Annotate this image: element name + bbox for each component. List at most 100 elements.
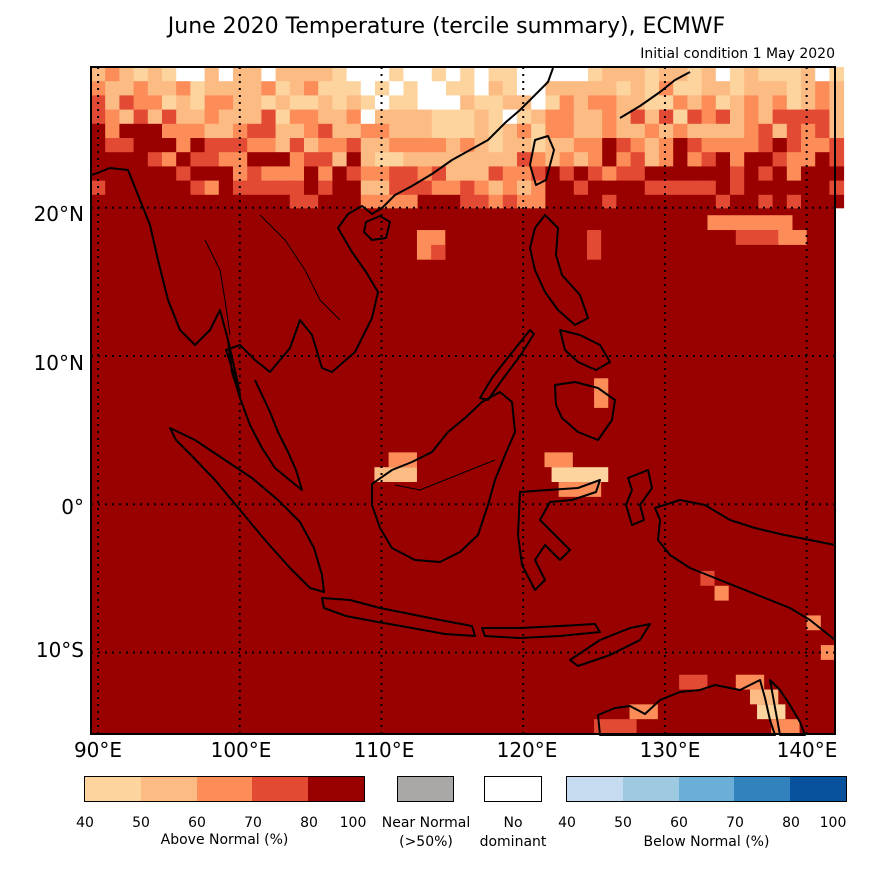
- grid-cell: [346, 109, 362, 125]
- grid-cell: [644, 166, 660, 182]
- grid-cell: [771, 719, 800, 734]
- grid-cell: [446, 180, 461, 196]
- grid-cell: [474, 152, 490, 167]
- grid-cell: [261, 152, 277, 167]
- grid-cell: [247, 81, 262, 96]
- grid-cell: [701, 123, 717, 139]
- grid-cell: [176, 152, 191, 167]
- grid-cell: [679, 674, 708, 690]
- grid-cell: [431, 244, 446, 260]
- grid-cell: [190, 180, 206, 196]
- grid-cell: [275, 138, 291, 153]
- grid-cell: [673, 152, 688, 167]
- grid-cell: [105, 95, 120, 111]
- grid-cell: [162, 123, 177, 139]
- grid-cell: [332, 180, 348, 196]
- grid-cell: [801, 81, 816, 96]
- grid-cell: [630, 194, 646, 209]
- grid-cell: [730, 194, 745, 209]
- grid-cell: [588, 180, 603, 196]
- grid-cell: [616, 123, 632, 139]
- grid-cell: [460, 95, 475, 111]
- grid-cell: [488, 152, 504, 167]
- grid-cell: [431, 152, 447, 167]
- grid-cell: [531, 123, 546, 139]
- grid-cell: [673, 194, 688, 209]
- grid-cell: [105, 109, 120, 125]
- grid-cell: [318, 95, 333, 111]
- grid-cell: [304, 81, 319, 96]
- grid-cell: [446, 109, 461, 125]
- grid-cell: [815, 152, 830, 167]
- grid-cell: [133, 166, 149, 182]
- grid-cell: [119, 67, 135, 82]
- grid-cell: [389, 95, 404, 111]
- grid-cell: [687, 138, 703, 153]
- grid-cell: [744, 180, 759, 196]
- grid-cell: [594, 378, 609, 408]
- grid-cell: [730, 123, 745, 139]
- grid-cell: [815, 123, 830, 139]
- grid-cell: [417, 138, 433, 153]
- grid-cell: [531, 95, 546, 111]
- coastline-lesser-sunda: [481, 623, 601, 639]
- grid-cell: [147, 67, 163, 82]
- below-tick: 40: [558, 815, 576, 831]
- grid-cell: [474, 166, 490, 182]
- grid-cell: [417, 152, 433, 167]
- grid-cell: [431, 95, 447, 111]
- map-frame: [90, 66, 836, 735]
- grid-cell: [714, 585, 729, 601]
- grid-cell: [502, 152, 518, 167]
- grid-cell: [247, 67, 262, 82]
- grid-cell: [602, 95, 617, 111]
- grid-cell: [588, 81, 603, 96]
- grid-cell: [204, 194, 220, 209]
- grid-cell: [218, 152, 234, 167]
- grid-cell: [431, 166, 447, 182]
- grid-cell: [332, 138, 348, 153]
- grid-cell: [304, 166, 319, 182]
- grid-cell: [786, 152, 802, 167]
- grid-cell: [403, 123, 419, 139]
- grid-cell: [460, 109, 475, 125]
- grid-cell: [758, 194, 774, 209]
- grid-cell: [474, 123, 490, 139]
- below-tick: 80: [782, 815, 800, 831]
- above-tick: 70: [244, 815, 262, 831]
- grid-cell: [744, 166, 759, 182]
- grid-cell: [673, 180, 688, 196]
- grid-cell: [147, 81, 163, 96]
- coastline-sumatra: [169, 427, 325, 593]
- grid-cell: [502, 81, 518, 96]
- grid-cell: [417, 166, 433, 182]
- grid-cell: [815, 166, 830, 182]
- grid-cell: [332, 95, 348, 111]
- below-normal-colorbar: [566, 776, 847, 802]
- grid-cell: [786, 194, 802, 209]
- grid-cell: [673, 81, 688, 96]
- grid-cell: [772, 152, 788, 167]
- grid-cell: [801, 95, 816, 111]
- grid-cell: [701, 166, 717, 182]
- grid-cell: [133, 123, 149, 139]
- grid-cell: [488, 166, 504, 182]
- grid-cell: [247, 95, 262, 111]
- lon-label-130e: 130°E: [639, 738, 701, 762]
- coastline-mindanao: [554, 381, 616, 441]
- grid-cell: [247, 138, 262, 153]
- grid-cell: [687, 109, 703, 125]
- coastline-new-guinea: [654, 499, 836, 641]
- grid-cell: [531, 152, 546, 167]
- grid-cell: [204, 180, 220, 196]
- grid-cell: [758, 67, 774, 82]
- grid-cell: [829, 67, 845, 82]
- grid-cell: [673, 95, 688, 111]
- grid-cell: [218, 166, 234, 182]
- grid-cell: [133, 95, 149, 111]
- grid-cell: [687, 166, 703, 182]
- colorbar-segment: [734, 777, 791, 801]
- grid-cell: [673, 123, 688, 139]
- grid-cell: [289, 166, 305, 182]
- grid-cell: [318, 81, 333, 96]
